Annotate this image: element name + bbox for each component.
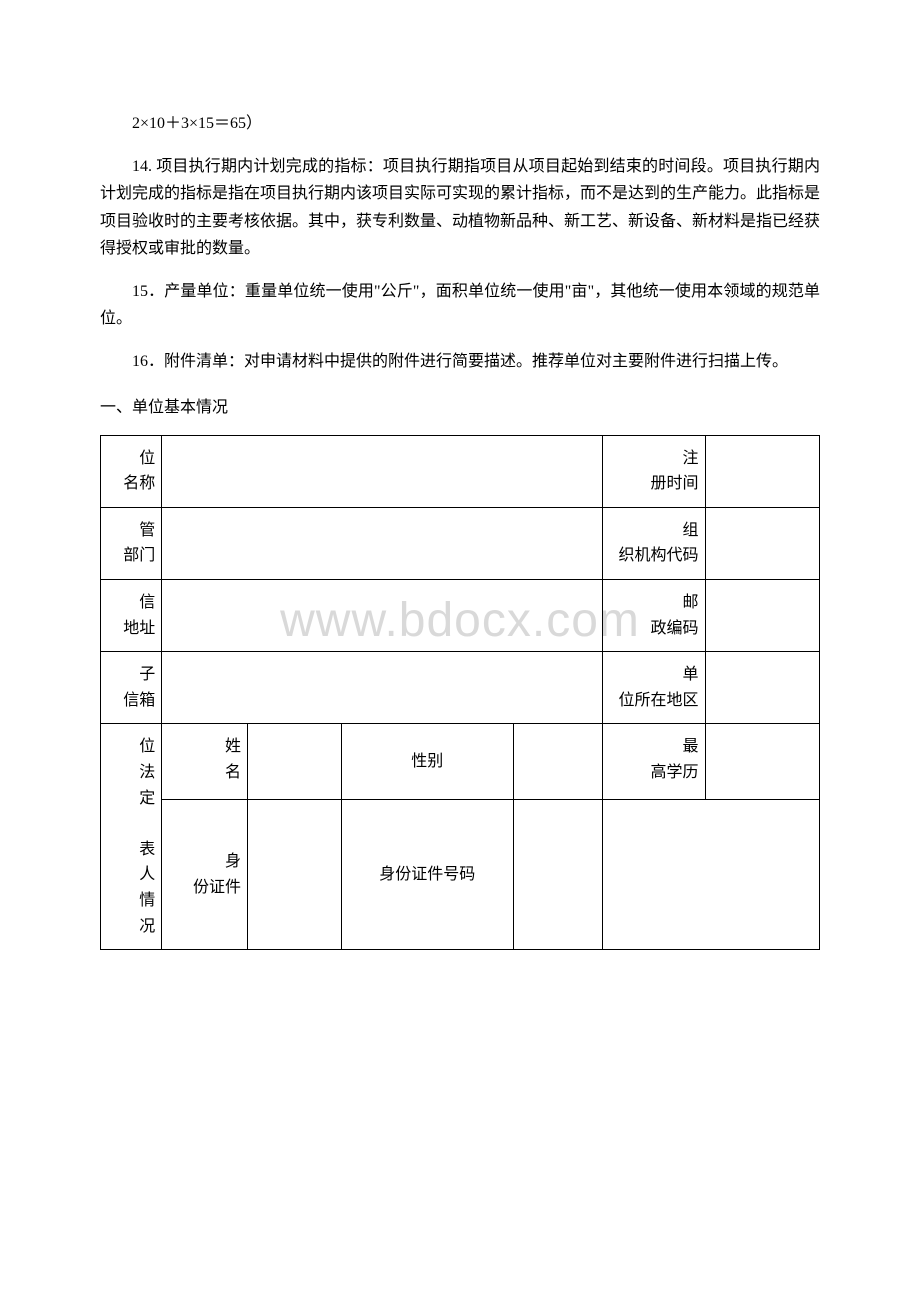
value-extra: [603, 800, 820, 950]
value-postcode: [705, 580, 819, 652]
label-region: 单 位所在地区: [603, 652, 705, 724]
value-education: [705, 724, 819, 800]
value-address: [162, 580, 603, 652]
paragraph-16: 16．附件清单：对申请材料中提供的附件进行简要描述。推荐单位对主要附件进行扫描上…: [100, 348, 820, 375]
label-text: 姓: [225, 738, 241, 755]
label-postcode: 邮 政编码: [603, 580, 705, 652]
value-id-type: [248, 800, 342, 950]
label-text: 名: [225, 764, 241, 781]
label-text: 份证件: [193, 879, 241, 896]
paragraph-14: 14. 项目执行期内计划完成的指标：项目执行期指项目从项目起始到结束的时间段。项…: [100, 153, 820, 262]
label-address: 信 地址: [101, 580, 162, 652]
label-legal-rep: 位法定 表人情况: [101, 724, 162, 950]
label-id-number: 身份证件号码: [341, 800, 513, 950]
value-region: [705, 652, 819, 724]
label-dept: 管 部门: [101, 507, 162, 579]
label-education: 最 高学历: [603, 724, 705, 800]
value-id-number: [513, 800, 603, 950]
label-text: 册时间: [651, 475, 699, 492]
label-register-time: 注 册时间: [603, 435, 705, 507]
label-text: 名称: [123, 475, 155, 492]
value-register-time: [705, 435, 819, 507]
label-text: 单: [683, 666, 699, 683]
label-text: 部门: [123, 547, 155, 564]
table-row: 位法定 表人情况 姓 名 性别 最 高学历: [101, 724, 820, 800]
label-text: 注: [683, 450, 699, 467]
label-unit-name: 位 名称: [101, 435, 162, 507]
document-content: 2×10＋3×15＝65） 14. 项目执行期内计划完成的指标：项目执行期指项目…: [100, 110, 820, 950]
label-text: 表人情况: [139, 841, 155, 935]
label-text: 位所在地区: [619, 692, 699, 709]
label-id-type: 身 份证件: [162, 800, 248, 950]
value-email: [162, 652, 603, 724]
paragraph-formula: 2×10＋3×15＝65）: [100, 110, 820, 137]
label-text: 信: [139, 594, 155, 611]
label-text: 位法定: [139, 738, 155, 806]
label-text: 最: [683, 738, 699, 755]
section-title: 一、单位基本情况: [100, 394, 820, 421]
label-text: 管: [139, 522, 155, 539]
label-text: 组: [683, 522, 699, 539]
label-text: 邮: [683, 594, 699, 611]
value-name: [248, 724, 342, 800]
label-text: 位: [139, 450, 155, 467]
label-text: 子: [139, 666, 155, 683]
label-text: 织机构代码: [619, 547, 699, 564]
table-row: 管 部门 组 织机构代码: [101, 507, 820, 579]
table-row: 信 地址 邮 政编码: [101, 580, 820, 652]
label-text: 地址: [123, 620, 155, 637]
label-text: 身: [225, 853, 241, 870]
table-row: 子 信箱 单 位所在地区: [101, 652, 820, 724]
label-org-code: 组 织机构代码: [603, 507, 705, 579]
paragraph-15: 15．产量单位：重量单位统一使用"公斤"，面积单位统一使用"亩"，其他统一使用本…: [100, 278, 820, 332]
label-email: 子 信箱: [101, 652, 162, 724]
table-row: 位 名称 注 册时间: [101, 435, 820, 507]
label-text: 政编码: [651, 620, 699, 637]
value-gender: [513, 724, 603, 800]
value-org-code: [705, 507, 819, 579]
table-row: 身 份证件 身份证件号码: [101, 800, 820, 950]
unit-info-table: 位 名称 注 册时间 管 部门 组 织机构代码 信: [100, 435, 820, 951]
value-unit-name: [162, 435, 603, 507]
label-text: 高学历: [651, 764, 699, 781]
label-name: 姓 名: [162, 724, 248, 800]
value-dept: [162, 507, 603, 579]
label-gender: 性别: [341, 724, 513, 800]
label-text: 信箱: [123, 692, 155, 709]
